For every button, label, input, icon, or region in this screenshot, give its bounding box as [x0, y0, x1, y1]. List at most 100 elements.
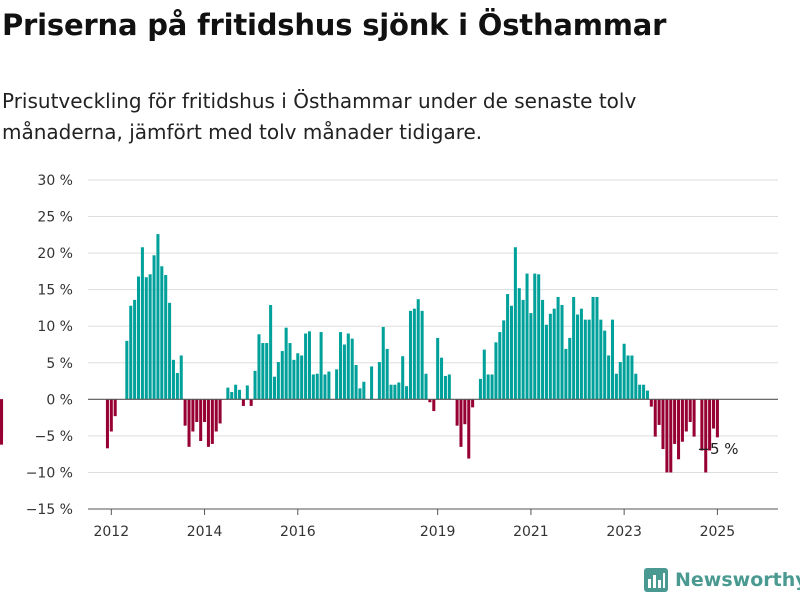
bar — [342, 344, 346, 400]
bar — [572, 296, 576, 400]
bar — [416, 299, 420, 400]
bar — [136, 276, 141, 400]
bar — [583, 319, 587, 400]
bar — [319, 332, 323, 400]
bar — [206, 399, 210, 447]
bar — [420, 310, 424, 400]
x-tick-label: 2019 — [420, 524, 456, 540]
bar — [214, 399, 218, 432]
bar — [238, 389, 242, 400]
bar — [618, 362, 622, 400]
bar — [191, 399, 195, 432]
bar — [576, 314, 580, 400]
bar — [179, 355, 183, 400]
bar — [276, 362, 280, 400]
bar — [307, 331, 311, 400]
bar — [210, 399, 214, 444]
bar — [203, 399, 207, 422]
bar — [642, 384, 646, 400]
bar — [257, 334, 261, 400]
bar-chart-logo-icon — [644, 568, 668, 592]
x-tick-label: 2014 — [187, 524, 223, 540]
bar — [498, 332, 502, 400]
x-tick-label: 2025 — [700, 524, 736, 540]
bar — [261, 343, 265, 400]
bar — [408, 310, 412, 400]
y-tick-label: −10 % — [26, 465, 73, 481]
bar — [362, 381, 366, 400]
x-tick-label: 2012 — [93, 524, 129, 540]
bar — [335, 369, 339, 400]
bar — [226, 387, 230, 400]
bar — [486, 374, 490, 400]
gridlines — [88, 179, 778, 510]
bar — [129, 305, 133, 400]
brand-name: Newsworthy — [675, 569, 800, 591]
bar — [673, 399, 677, 444]
bar — [253, 370, 257, 400]
bar — [494, 342, 498, 400]
bar — [568, 337, 572, 400]
bar — [424, 373, 428, 400]
bar — [471, 399, 475, 408]
bar — [432, 399, 436, 412]
y-tick-label: 30 % — [37, 173, 73, 189]
bar — [607, 355, 611, 400]
y-tick-label: −5 % — [35, 429, 73, 445]
bar — [428, 399, 432, 403]
bar — [688, 399, 692, 422]
bar — [168, 302, 172, 400]
y-tick-label: 15 % — [37, 283, 73, 299]
bar — [548, 313, 552, 400]
bar — [339, 332, 343, 400]
bar — [649, 399, 653, 407]
bar — [712, 399, 716, 429]
bar — [389, 384, 393, 400]
bar — [447, 374, 451, 400]
bar — [657, 399, 661, 425]
bar — [144, 277, 148, 400]
bar — [230, 392, 234, 400]
bar — [171, 359, 175, 400]
bar — [622, 343, 626, 400]
bar — [183, 399, 187, 426]
bar — [591, 296, 595, 400]
bar — [467, 399, 471, 459]
bar — [680, 399, 684, 442]
bar — [296, 353, 300, 400]
bar — [377, 362, 381, 400]
bar — [502, 320, 506, 400]
bar — [160, 266, 164, 400]
bar — [109, 399, 113, 432]
bar — [300, 355, 304, 400]
bars — [0, 234, 719, 473]
bar — [478, 378, 482, 400]
last-value-annotation: −5 % — [697, 440, 738, 458]
bar — [552, 308, 556, 400]
annotations: −5 % — [697, 440, 738, 458]
bar — [393, 384, 397, 400]
bar — [370, 366, 374, 400]
bar — [677, 399, 681, 460]
bar — [645, 390, 649, 400]
bar — [346, 333, 350, 400]
bar — [463, 399, 467, 425]
bar — [397, 382, 401, 400]
bar — [544, 324, 548, 400]
bar — [692, 399, 696, 437]
bar — [521, 299, 525, 400]
y-tick-label: 25 % — [37, 210, 73, 226]
bar — [490, 374, 494, 400]
bar — [459, 399, 463, 447]
bar — [284, 327, 288, 400]
bar — [187, 399, 191, 447]
chart-subtitle: Prisutveckling för fritidshus i Östhamma… — [2, 89, 637, 144]
bar — [280, 351, 284, 400]
bar — [315, 373, 319, 400]
x-tick-label: 2023 — [606, 524, 642, 540]
bar — [304, 333, 308, 400]
bar — [405, 386, 409, 400]
bar — [327, 371, 331, 400]
y-tick-label: 20 % — [37, 246, 73, 262]
x-tick-label: 2016 — [280, 524, 316, 540]
